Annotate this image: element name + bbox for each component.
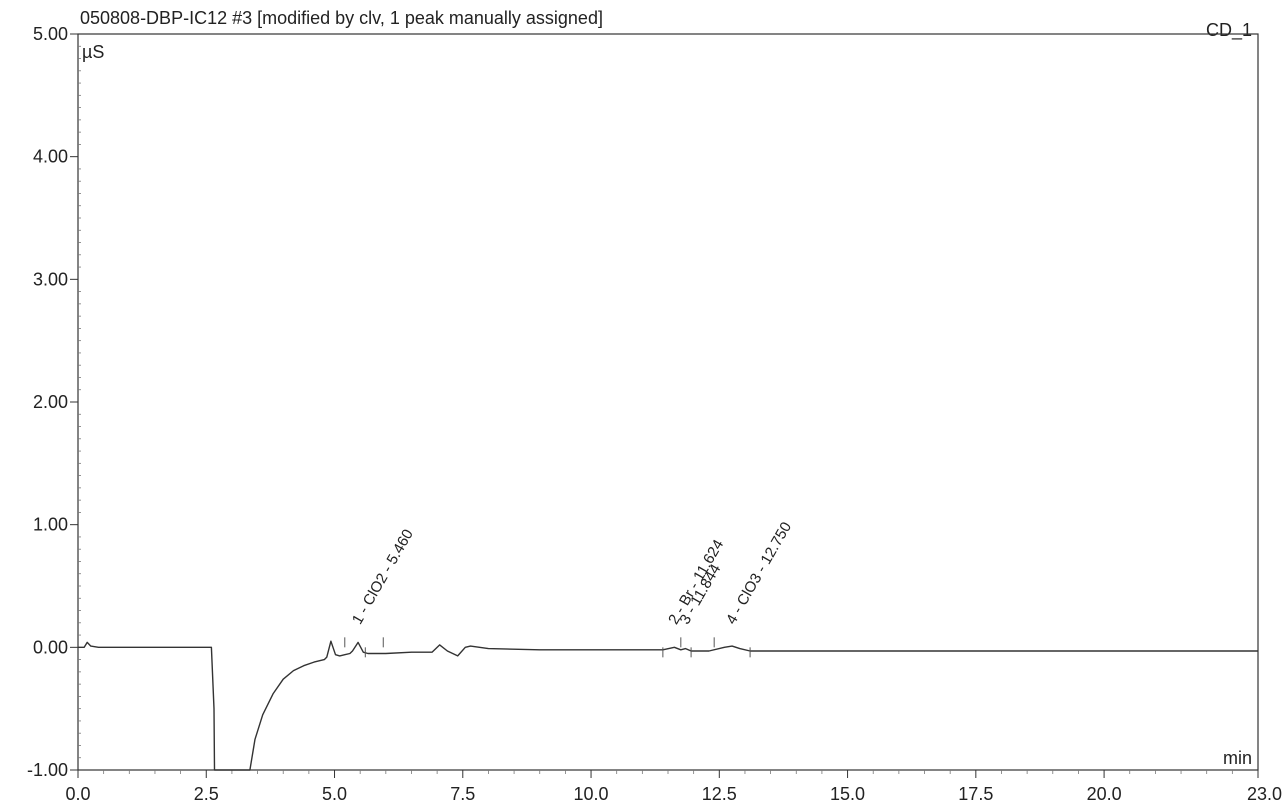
- y-tick-label: 1.00: [33, 515, 68, 535]
- x-tick-label: 5.0: [322, 784, 347, 804]
- y-tick-label: 3.00: [33, 269, 68, 289]
- axes: [77, 33, 1259, 771]
- peak-label: 4 - ClO3 - 12.750: [723, 519, 795, 627]
- x-tick-label: 0.0: [65, 784, 90, 804]
- y-unit-label: µS: [82, 42, 104, 62]
- peak-label: 1 - ClO2 - 5.460: [349, 526, 417, 627]
- y-tick-label: 5.00: [33, 24, 68, 44]
- chart-title: 050808-DBP-IC12 #3 [modified by clv, 1 p…: [80, 8, 603, 28]
- x-tick-label: 17.5: [958, 784, 993, 804]
- series-layer: [78, 640, 1258, 771]
- x-tick-label: 15.0: [830, 784, 865, 804]
- ticks: 5.00 4.00 3.00 2.00 1.00 0.00 -1.00 0.0 2.5 5.0 7.…: [27, 24, 1282, 804]
- x-tick-label: 7.5: [450, 784, 475, 804]
- x-tick-label: 10.0: [574, 784, 609, 804]
- y-tick-label: 0.00: [33, 637, 68, 657]
- signal-trace: [78, 640, 1258, 771]
- y-tick-label: 2.00: [33, 392, 68, 412]
- channel-label: CD_1: [1206, 20, 1252, 41]
- y-tick-label: -1.00: [27, 760, 68, 780]
- x-tick-label: 20.0: [1087, 784, 1122, 804]
- x-tick-label: 12.5: [702, 784, 737, 804]
- integration-marks: [344, 637, 751, 658]
- x-unit-label: min: [1223, 748, 1252, 768]
- plot-frame: [77, 33, 1259, 771]
- x-tick-label: 2.5: [194, 784, 219, 804]
- y-tick-label: 4.00: [33, 147, 68, 167]
- x-tick-label: 23.0: [1247, 784, 1282, 804]
